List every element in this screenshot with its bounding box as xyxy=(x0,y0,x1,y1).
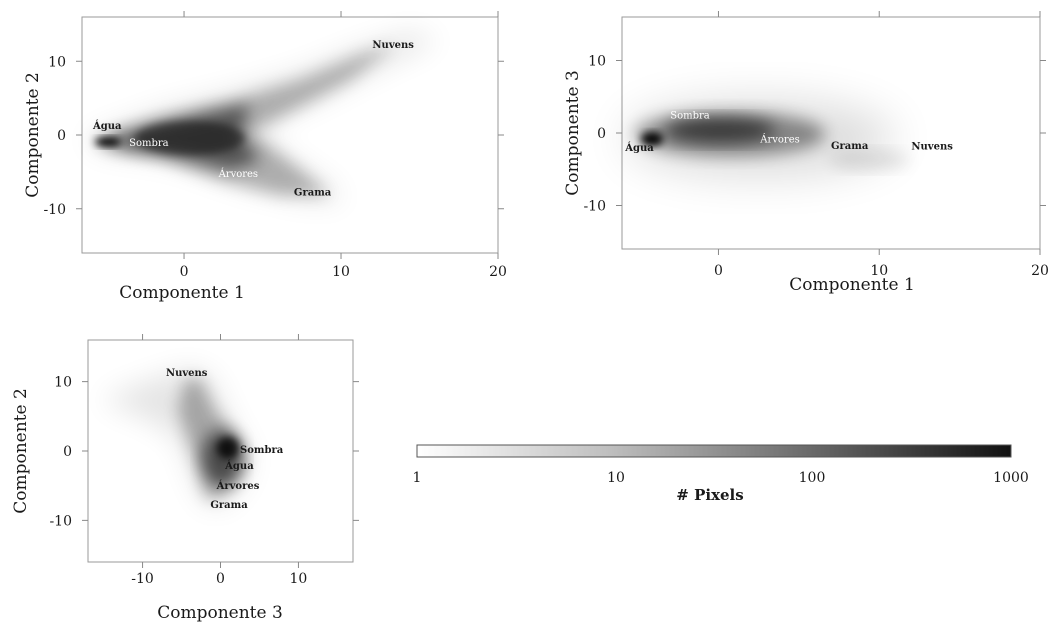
y-tick-label: -10 xyxy=(43,202,66,218)
x-tick-label: -10 xyxy=(131,571,154,587)
y-axis-title: Componente 2 xyxy=(23,72,43,198)
panel-c1-c3: 0 10 20 10 0 -10 Componente 1 Componente 3 Somb… xyxy=(563,11,1049,295)
region-label: Água xyxy=(624,142,654,154)
region-label: Sombra xyxy=(129,138,169,149)
region-label: Nuvens xyxy=(372,40,414,51)
y-tick-label: -10 xyxy=(49,513,72,529)
y-tick-label: 10 xyxy=(48,54,66,70)
region-label: Grama xyxy=(294,187,332,198)
x-axis-title: Componente 1 xyxy=(119,283,245,303)
x-tick-label: 0 xyxy=(180,264,189,280)
region-label: Árvores xyxy=(216,480,260,492)
density-cloud xyxy=(85,32,440,202)
region-label: Árvores xyxy=(218,168,259,180)
region-label: Grama xyxy=(831,141,869,152)
density-cloud xyxy=(625,100,910,176)
x-axis-title: Componente 1 xyxy=(789,275,915,295)
region-label: Nuvens xyxy=(166,368,208,379)
y-tick-label: 10 xyxy=(588,54,606,70)
x-tick-label: 0 xyxy=(216,571,225,587)
y-tick-label: 0 xyxy=(57,128,66,144)
y-tick-label: 0 xyxy=(63,444,72,460)
colorbar-tick-label: 10 xyxy=(607,470,625,486)
y-axis-title: Componente 2 xyxy=(11,388,31,514)
density-cloud xyxy=(100,368,250,505)
x-tick-label: 10 xyxy=(290,571,308,587)
x-axis-title: Componente 3 xyxy=(157,603,283,623)
y-tick-label: -10 xyxy=(583,199,606,215)
colorbar-gradient xyxy=(416,444,1012,458)
panel-c1-c2: 0 10 20 10 0 -10 Componente 1 Componente 2 Água… xyxy=(23,11,507,303)
region-label: Grama xyxy=(210,500,248,511)
x-tick-label: 20 xyxy=(489,264,507,280)
x-tick-label: 10 xyxy=(870,263,888,279)
x-tick-label: 0 xyxy=(714,263,723,279)
region-label: Nuvens xyxy=(911,142,953,153)
region-label: Sombra xyxy=(240,445,284,456)
region-label: Árvores xyxy=(759,133,800,145)
y-tick-label: 10 xyxy=(54,375,72,391)
y-tick-label: 0 xyxy=(597,126,606,142)
colorbar: 1 10 100 1000 # Pixels xyxy=(413,444,1029,504)
region-label: Água xyxy=(92,120,122,132)
x-tick-label: 20 xyxy=(1031,263,1049,279)
colorbar-tick-label: 100 xyxy=(799,470,826,486)
region-label: Sombra xyxy=(670,111,710,122)
region-label: Água xyxy=(224,460,254,472)
colorbar-title: # Pixels xyxy=(676,486,743,504)
colorbar-tick-label: 1 xyxy=(413,470,422,486)
x-tick-label: 10 xyxy=(332,264,350,280)
y-axis-title: Componente 3 xyxy=(563,70,583,196)
colorbar-tick-label: 1000 xyxy=(993,470,1029,486)
